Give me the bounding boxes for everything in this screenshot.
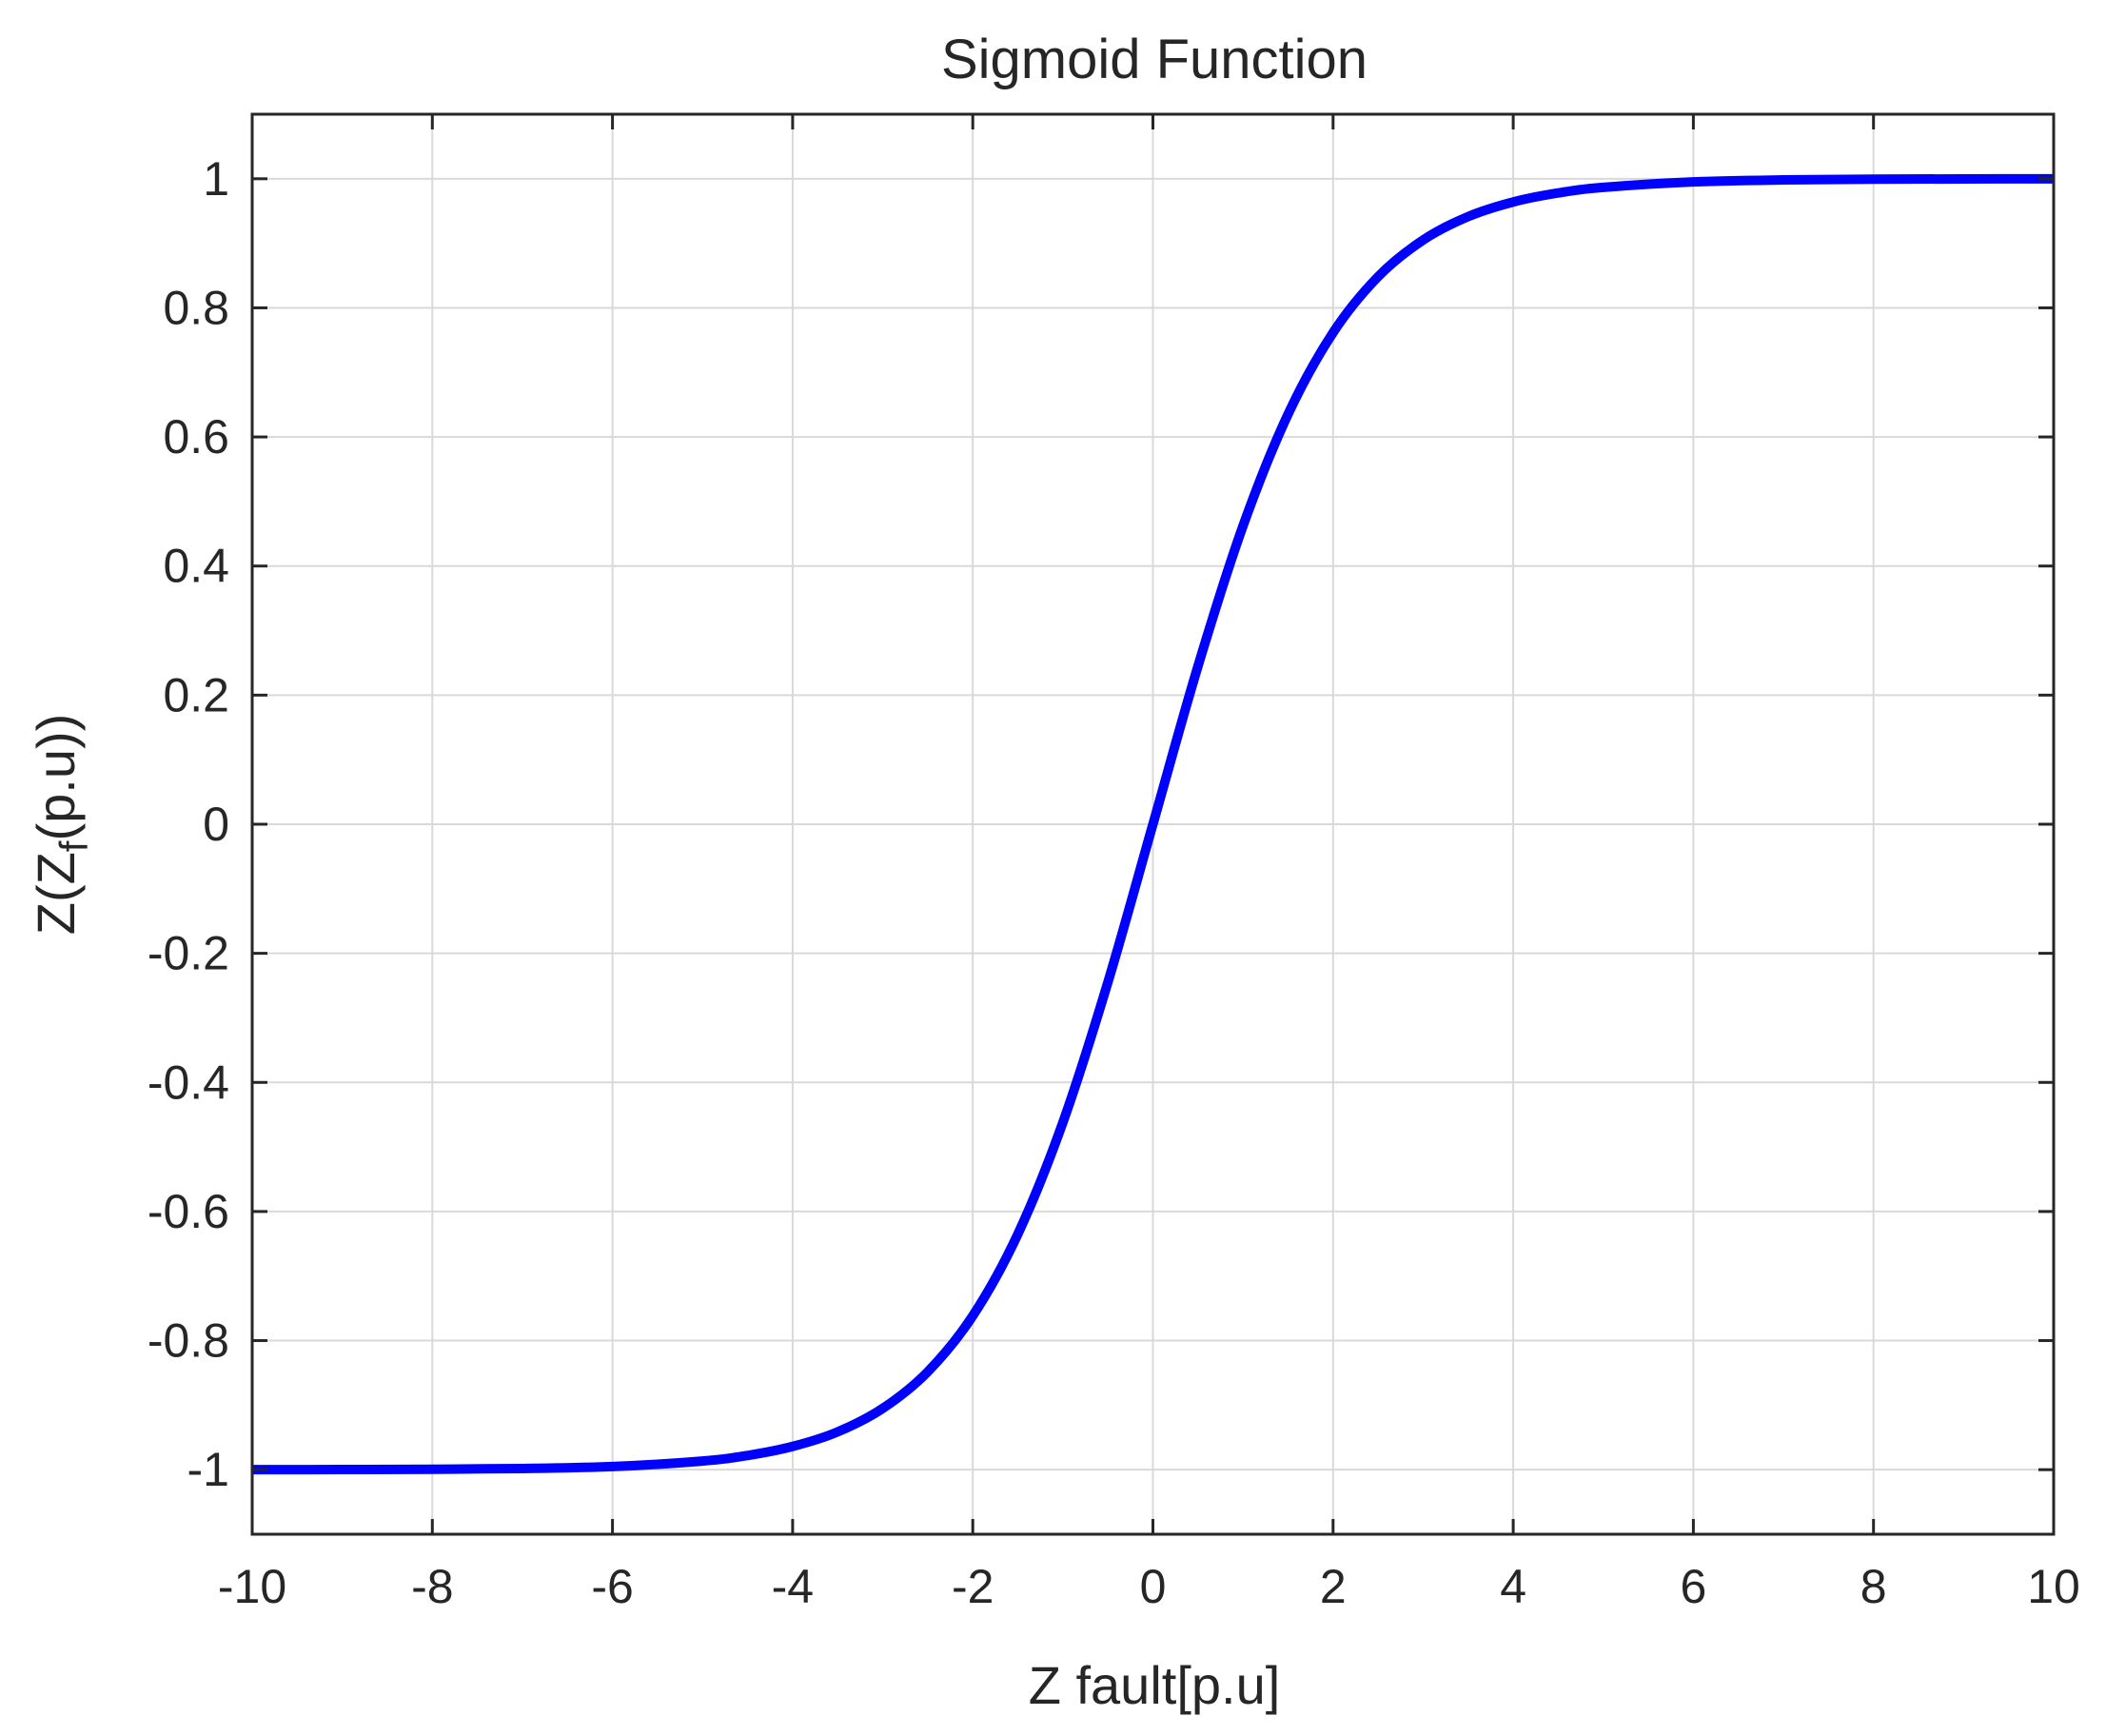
y-axis-label-subscript: f	[51, 840, 96, 852]
y-tick-label: 1	[203, 152, 229, 206]
y-tick-label: -0.8	[148, 1314, 229, 1368]
y-tick-label: 0	[203, 798, 229, 851]
y-tick-label: 0.4	[163, 540, 229, 593]
x-tick-labels: -10 -8 -6 -4 -2 0 2 4 6 8 10	[218, 1560, 2080, 1613]
y-tick-label: -0.6	[148, 1185, 229, 1238]
x-tick-label: 10	[2027, 1560, 2080, 1613]
sigmoid-curve	[251, 173, 2055, 1475]
series-layer	[251, 173, 2055, 1475]
chart-title: Sigmoid Function	[941, 29, 1368, 90]
x-tick-label: 8	[1860, 1560, 1887, 1613]
x-tick-label: 6	[1680, 1560, 1706, 1613]
y-tick-label: -0.2	[148, 927, 229, 980]
x-tick-label: 0	[1140, 1560, 1167, 1613]
x-tick-label: -2	[952, 1560, 994, 1613]
x-axis-label: Z fault[p.u]	[1029, 1655, 1281, 1715]
x-tick-label: 2	[1320, 1560, 1347, 1613]
y-tick-label: 0.2	[163, 668, 229, 721]
y-tick-label: 0.6	[163, 410, 229, 464]
x-tick-label: -6	[591, 1560, 633, 1613]
y-axis-label-main: Z(Z	[26, 852, 86, 935]
y-tick-labels: -1 -0.8 -0.6 -0.4 -0.2 0 0.2 0.4 0.6 0.8 1	[148, 152, 229, 1496]
y-axis-label: Z(Zf(p.u))	[26, 714, 96, 936]
y-axis-label-rest: (p.u))	[26, 714, 86, 841]
x-tick-label: 4	[1500, 1560, 1526, 1613]
y-tick-label: -0.4	[148, 1055, 229, 1109]
y-tick-label: -1	[187, 1443, 229, 1496]
y-tick-label: 0.8	[163, 281, 229, 334]
ticks	[250, 114, 2056, 1534]
x-tick-label: -10	[218, 1560, 286, 1613]
x-tick-label: -4	[772, 1560, 814, 1613]
x-tick-label: -8	[411, 1560, 453, 1613]
